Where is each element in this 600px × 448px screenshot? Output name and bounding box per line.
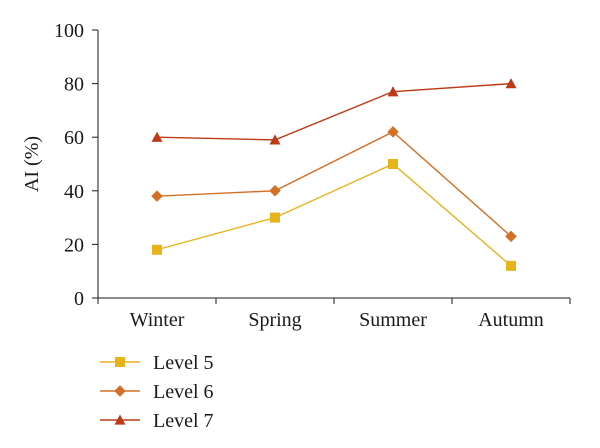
legend: Level 5 Level 6 Level 7 — [100, 352, 214, 432]
data-point — [269, 134, 281, 145]
axes: 0 20 40 60 80 100 Winter Spring Summer Autumn — [54, 20, 571, 331]
legend-label: Level 7 — [153, 410, 214, 432]
data-point — [270, 212, 280, 223]
data-point — [152, 244, 162, 255]
legend-item: Level 5 — [100, 352, 214, 374]
legend-item: Level 6 — [100, 381, 214, 403]
data-point — [506, 260, 516, 271]
series-line — [156, 163, 512, 267]
series-1 — [152, 159, 516, 271]
y-tick-label: 40 — [64, 181, 84, 203]
y-tick-label: 100 — [54, 20, 84, 42]
legend-marker — [114, 414, 126, 425]
data-point — [151, 131, 163, 142]
y-tick-label: 20 — [64, 234, 84, 256]
data-point — [388, 159, 398, 169]
data-point — [151, 190, 163, 202]
legend-label: Level 5 — [153, 352, 214, 374]
x-tick-label: Summer — [359, 309, 427, 331]
series-layer — [151, 78, 517, 271]
legend-item: Level 7 — [100, 410, 214, 432]
y-ticks: 0 20 40 60 80 100 — [54, 20, 98, 310]
y-axis-title: AI (%) — [21, 136, 43, 192]
y-tick-label: 60 — [64, 127, 84, 149]
data-point — [505, 230, 517, 243]
series-line — [156, 82, 512, 141]
series-3 — [151, 78, 517, 145]
legend-marker — [115, 357, 125, 367]
data-point — [387, 126, 399, 138]
x-tick-label: Winter — [130, 309, 185, 331]
y-tick-label: 80 — [64, 74, 84, 96]
data-point — [505, 78, 517, 89]
series-2 — [151, 126, 517, 243]
x-tick-label: Spring — [248, 309, 301, 331]
x-ticks: Winter Spring Summer Autumn — [97, 298, 571, 331]
y-tick-label: 0 — [74, 288, 84, 310]
series-line — [156, 131, 512, 237]
legend-marker — [114, 385, 126, 397]
data-point — [387, 86, 399, 97]
legend-label: Level 6 — [153, 381, 214, 403]
data-point — [269, 185, 281, 197]
x-tick-label: Autumn — [478, 309, 544, 331]
